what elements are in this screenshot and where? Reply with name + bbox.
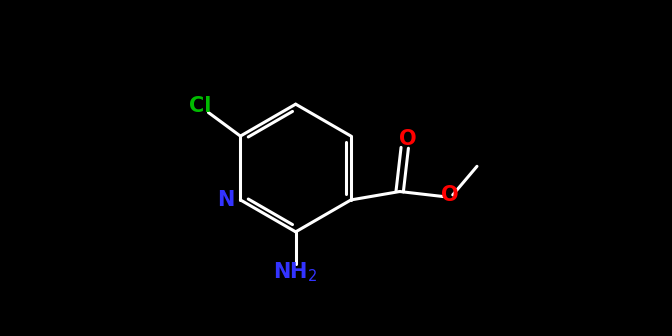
Text: Cl: Cl [189, 96, 211, 116]
Text: NH$_2$: NH$_2$ [274, 260, 318, 284]
Text: N: N [217, 190, 235, 210]
Text: O: O [398, 129, 416, 150]
Text: O: O [441, 185, 458, 205]
